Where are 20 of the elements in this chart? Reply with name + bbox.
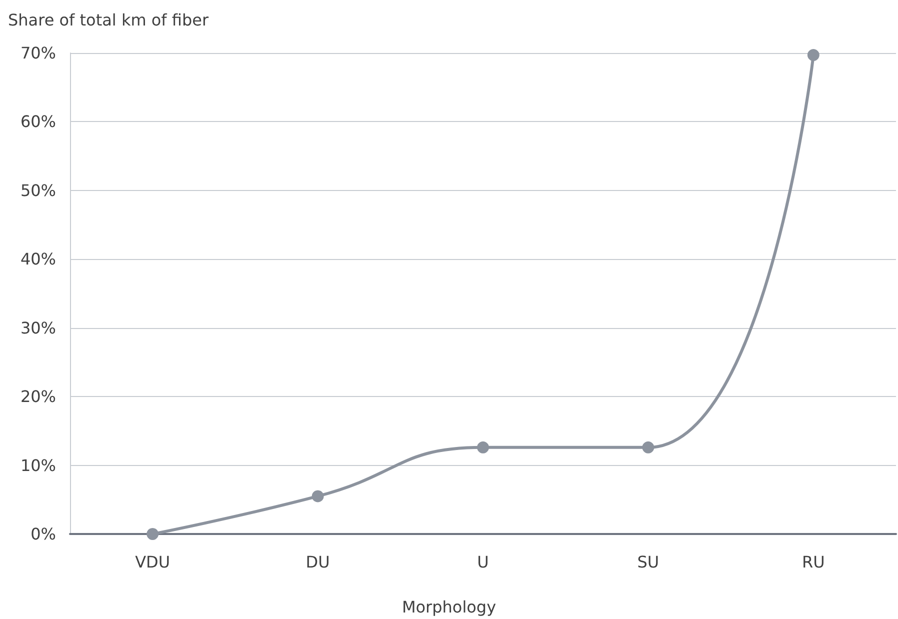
y-axis-title: Share of total km of fiber [8,10,209,30]
y-tick-label: 70% [20,44,56,62]
y-tick-label: 60% [20,112,56,132]
x-tick-label: SU [637,552,660,572]
x-tick-label: VDU [135,552,170,572]
y-tick-label: 10% [20,456,56,475]
y-tick-label: 30% [20,318,56,338]
y-tick-label: 50% [20,180,56,200]
x-axis-title: Morphology [402,598,496,616]
point [477,441,489,454]
x-tick-label: U [477,552,489,572]
x-tick-label: RU [802,552,825,572]
point [146,528,159,540]
y-tick-label: 20% [20,387,56,406]
y-tick-label: 0% [30,524,56,544]
x-tick-label: DU [306,552,330,572]
point [642,441,654,454]
point [312,490,324,502]
point [807,49,820,62]
y-tick-label: 40% [20,250,56,269]
